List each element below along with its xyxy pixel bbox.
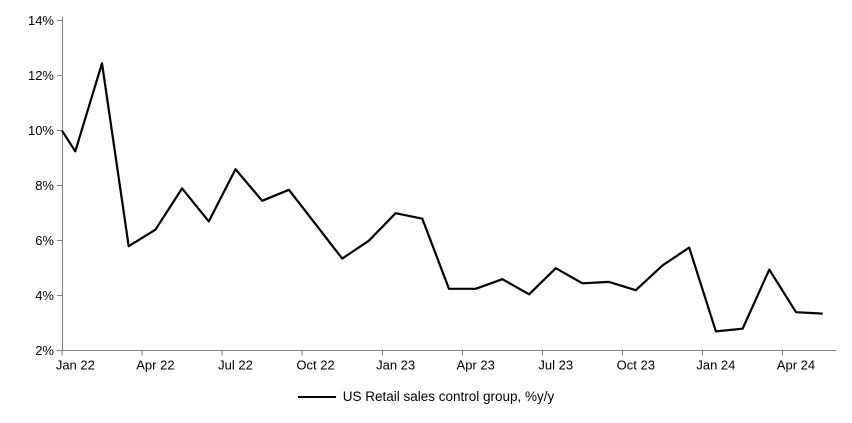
line-chart: 2% 4% 6% 8% 10% 12% 14% Jan 22 Apr 22 Jul 22 Oct 2…: [28, 13, 836, 373]
y-axis-label: 10%: [28, 123, 54, 138]
x-axis-label: Oct 22: [296, 358, 334, 373]
y-axis-label: 14%: [28, 13, 54, 28]
y-axis-label: 12%: [28, 68, 54, 83]
x-axis-label: Apr 24: [777, 358, 815, 373]
y-axis-label: 2%: [35, 343, 54, 358]
x-axis-label: Apr 23: [457, 358, 495, 373]
x-axis-label: Jul 22: [218, 358, 253, 373]
chart-legend: US Retail sales control group, %y/y: [0, 389, 852, 404]
x-axis-label: Jul 23: [538, 358, 573, 373]
y-axis-label: 8%: [35, 178, 54, 193]
x-axis-label: Apr 22: [136, 358, 174, 373]
x-axis-label: Jan 24: [696, 358, 735, 373]
x-axis-label: Jan 22: [56, 358, 95, 373]
y-axis-label: 4%: [35, 288, 54, 303]
x-axis-label: Jan 23: [376, 358, 415, 373]
data-line: [61, 62, 823, 333]
x-axis-label: Oct 23: [617, 358, 655, 373]
legend-line-swatch: [297, 395, 336, 398]
y-axis-label: 6%: [35, 233, 54, 248]
legend-label: US Retail sales control group, %y/y: [342, 389, 555, 404]
